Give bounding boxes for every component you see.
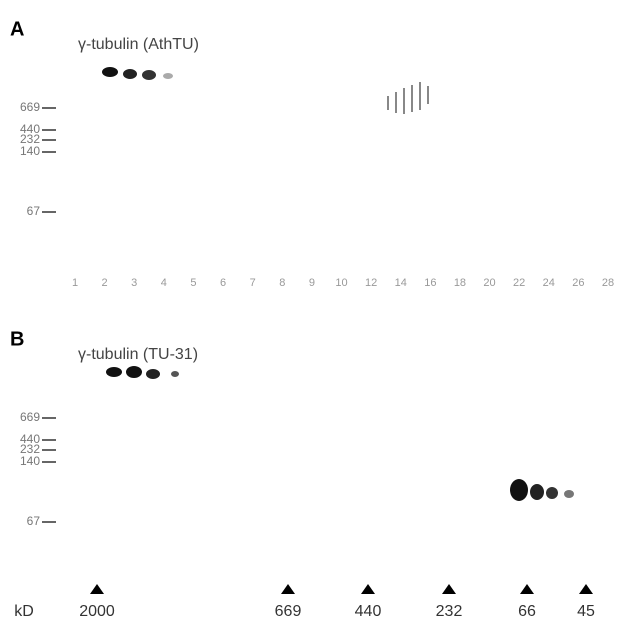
standard-arrow: [281, 584, 295, 594]
bands-a: [102, 67, 428, 114]
lane-number: 6: [220, 277, 226, 289]
standard-arrow: [579, 584, 593, 594]
lane-number: 9: [309, 277, 315, 289]
marker-label: 140: [20, 454, 40, 468]
marker-label: 669: [20, 100, 40, 114]
marker-label: 67: [27, 514, 41, 528]
figure: Aγ-tubulin (AthTU)66944023214067Bγ-tubul…: [0, 0, 618, 623]
lane-number: 26: [572, 277, 584, 289]
lane-number: 4: [161, 277, 167, 289]
standard-size: 669: [275, 603, 302, 620]
lane-number: 12: [365, 277, 377, 289]
standard-arrow: [520, 584, 534, 594]
panel-label: B: [10, 328, 24, 350]
antibody-label: γ-tubulin (AthTU): [78, 36, 199, 53]
lane-number: 24: [543, 277, 555, 289]
lane-number: 14: [395, 277, 407, 289]
bands-b: [106, 366, 574, 501]
standard-size: 66: [518, 603, 536, 620]
unit-label: kD: [14, 603, 34, 620]
marker-label: 669: [20, 410, 40, 424]
antibody-label: γ-tubulin (TU-31): [78, 346, 198, 363]
lane-number: 3: [131, 277, 137, 289]
lane-number: 1: [72, 277, 78, 289]
lane-number: 5: [190, 277, 196, 289]
lane-number: 20: [483, 277, 495, 289]
standard-size: 45: [577, 603, 595, 620]
lane-number: 7: [250, 277, 256, 289]
standard-arrow: [361, 584, 375, 594]
lane-number: 8: [279, 277, 285, 289]
marker-label: 67: [27, 204, 41, 218]
standard-size: 440: [355, 603, 382, 620]
standard-arrow: [90, 584, 104, 594]
panel-label: A: [10, 18, 24, 40]
marker-label: 140: [20, 144, 40, 158]
standard-arrow: [442, 584, 456, 594]
lane-number: 2: [102, 277, 108, 289]
lane-number: 28: [602, 277, 614, 289]
lane-number: 18: [454, 277, 466, 289]
lane-number: 10: [335, 277, 347, 289]
lane-number: 16: [424, 277, 436, 289]
standard-size: 2000: [79, 603, 115, 620]
standard-size: 232: [436, 603, 463, 620]
lane-number: 22: [513, 277, 525, 289]
